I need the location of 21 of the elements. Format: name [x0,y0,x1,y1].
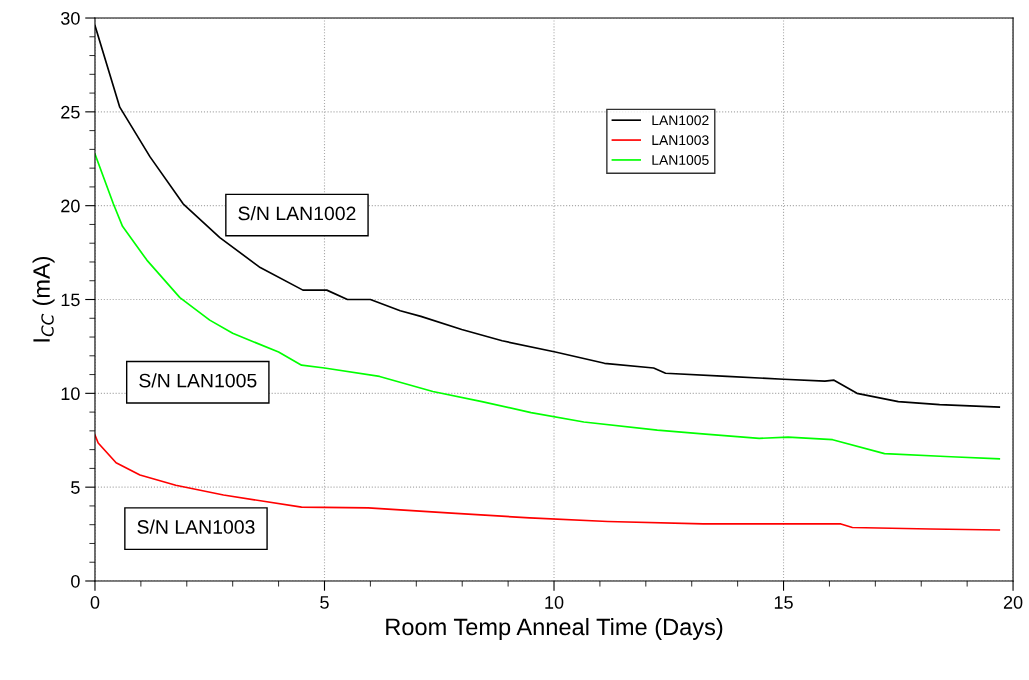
line-series [94,153,1001,460]
x-axis-title: Room Temp Anneal Time (Days) [386,617,723,640]
y-tick-label: 15 [61,293,80,307]
y-tick-label: 30 [61,11,80,25]
legend-label: LAN1002 [652,115,709,126]
legend-label: LAN1005 [652,155,709,165]
annotation: S/N LAN1003 [137,519,255,534]
y-tick-label: 10 [61,387,80,401]
x-tick-label: 0 [90,596,100,609]
x-tick-label: 5 [320,596,329,609]
y-tick-label: 0 [71,574,80,588]
y-axis-title: I$_{CC}$ (mA) [32,256,55,342]
annotation: S/N LAN1005 [139,373,257,388]
x-tick-label: 15 [774,596,793,609]
y-tick-label: 20 [61,199,80,213]
annotation: S/N LAN1002 [238,206,356,221]
legend-label: LAN1003 [652,135,709,146]
x-tick-label: 20 [1003,596,1023,609]
y-tick-label: 5 [71,481,80,494]
y-tick-label: 25 [61,105,80,119]
x-tick-label: 10 [545,596,564,609]
